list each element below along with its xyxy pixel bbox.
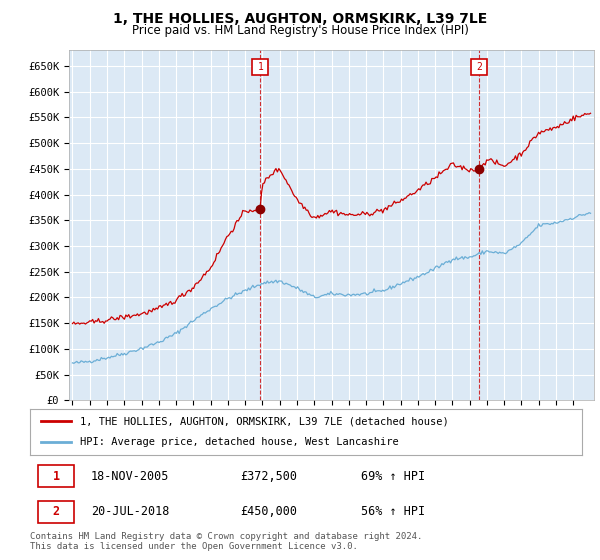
Text: 1: 1 xyxy=(257,62,263,72)
Text: HPI: Average price, detached house, West Lancashire: HPI: Average price, detached house, West… xyxy=(80,437,398,447)
Text: Contains HM Land Registry data © Crown copyright and database right 2024.: Contains HM Land Registry data © Crown c… xyxy=(30,532,422,541)
Text: 20-JUL-2018: 20-JUL-2018 xyxy=(91,505,169,518)
Text: 1: 1 xyxy=(53,470,60,483)
Text: 56% ↑ HPI: 56% ↑ HPI xyxy=(361,505,425,518)
Text: 1, THE HOLLIES, AUGHTON, ORMSKIRK, L39 7LE: 1, THE HOLLIES, AUGHTON, ORMSKIRK, L39 7… xyxy=(113,12,487,26)
Text: 2: 2 xyxy=(476,62,482,72)
Text: £450,000: £450,000 xyxy=(240,505,297,518)
FancyBboxPatch shape xyxy=(38,465,74,487)
FancyBboxPatch shape xyxy=(38,501,74,522)
Text: 2: 2 xyxy=(53,505,60,518)
Text: This data is licensed under the Open Government Licence v3.0.: This data is licensed under the Open Gov… xyxy=(30,542,358,550)
Text: Price paid vs. HM Land Registry's House Price Index (HPI): Price paid vs. HM Land Registry's House … xyxy=(131,24,469,37)
Text: 18-NOV-2005: 18-NOV-2005 xyxy=(91,470,169,483)
Text: 69% ↑ HPI: 69% ↑ HPI xyxy=(361,470,425,483)
Text: £372,500: £372,500 xyxy=(240,470,297,483)
Text: 1, THE HOLLIES, AUGHTON, ORMSKIRK, L39 7LE (detached house): 1, THE HOLLIES, AUGHTON, ORMSKIRK, L39 7… xyxy=(80,416,448,426)
